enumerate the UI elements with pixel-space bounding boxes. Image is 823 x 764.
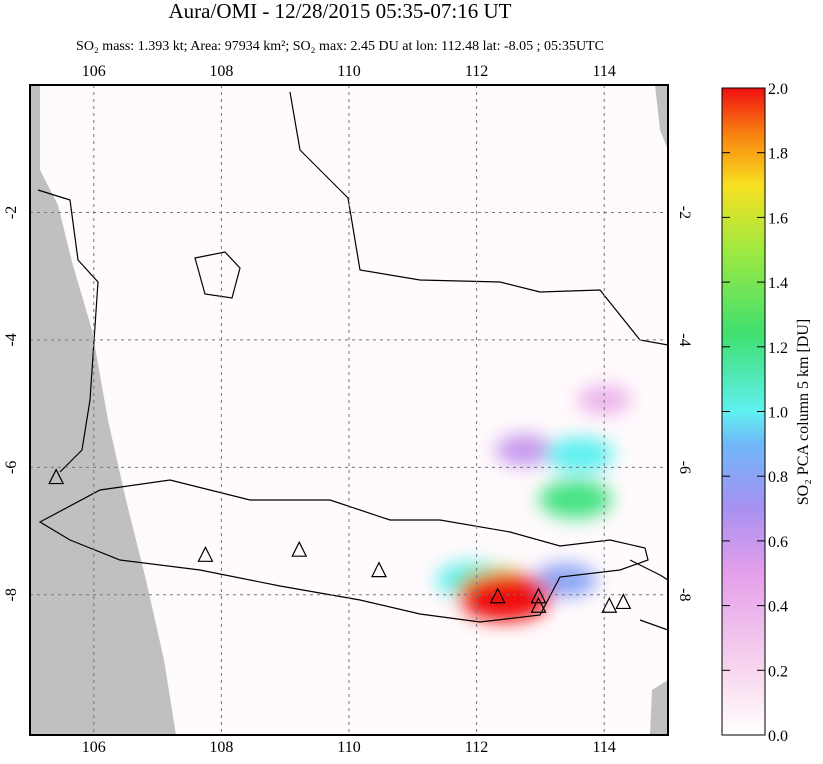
no-data-region <box>655 85 668 150</box>
colorbar-tick-label: 1.6 <box>768 210 788 227</box>
volcano <box>530 587 547 604</box>
volcano <box>530 596 547 613</box>
volcano <box>615 593 632 610</box>
so2-blob <box>545 436 614 473</box>
so2-blob <box>577 385 631 415</box>
coastline <box>289 91 668 346</box>
x-tick-label: 112 <box>465 63 488 80</box>
so2-blob <box>533 563 597 597</box>
x-tick-label: 114 <box>592 63 615 80</box>
x-tick-label: 108 <box>209 63 233 80</box>
map-frame <box>29 84 669 736</box>
y-tick-label: -2 <box>676 206 693 219</box>
x-tick-label: 106 <box>82 63 106 80</box>
coastline <box>37 189 99 473</box>
colorbar-tick-label: 0.8 <box>768 469 788 486</box>
volcano <box>48 468 65 485</box>
subtitle: SO₂ mass: 1.393 kt; Area: 97934 km²; SO₂… <box>76 39 604 54</box>
y-tick-label: -8 <box>676 588 693 601</box>
colorbar-label: SO₂ PCA column 5 km [DU] <box>795 319 812 505</box>
y-tick-label: -4 <box>676 333 693 346</box>
plume <box>436 385 631 622</box>
volcano <box>197 545 214 562</box>
no-data-region <box>650 680 668 735</box>
no-data-region <box>30 85 176 735</box>
colorbar-tick-label: 0.6 <box>768 534 788 551</box>
x-tick-label: 106 <box>82 739 106 756</box>
volcano <box>601 596 618 613</box>
coastline <box>38 479 649 623</box>
coastline <box>629 559 668 631</box>
x-tick-label: 112 <box>465 739 488 756</box>
so2-blob <box>495 434 554 466</box>
y-tick-label: -2 <box>3 206 20 219</box>
volcano <box>489 587 506 604</box>
x-tick-label: 110 <box>337 739 360 756</box>
colorbar-tick-label: 1.8 <box>768 146 788 163</box>
colorbar-tick-label: 2.0 <box>768 81 788 98</box>
y-tick-label: -4 <box>3 333 20 346</box>
so2-blob <box>539 480 612 519</box>
x-tick-label: 114 <box>592 739 615 756</box>
map <box>30 85 668 735</box>
y-tick-label: -6 <box>3 461 20 474</box>
colorbar-tick-label: 1.0 <box>768 405 788 422</box>
y-tick-label: -6 <box>676 461 693 474</box>
colorbar-tick-label: 0.4 <box>768 599 788 616</box>
colorbar-tick-label: 1.4 <box>768 275 788 292</box>
colorbar-tick-label: 1.2 <box>768 340 788 357</box>
coastline <box>194 251 241 299</box>
so2-blob <box>458 573 551 622</box>
chart-title: Aura/OMI - 12/28/2015 05:35-07:16 UT <box>169 0 512 23</box>
colorbar-tick-label: 0.2 <box>768 663 788 680</box>
x-tick-label: 110 <box>337 63 360 80</box>
volcano <box>291 540 308 557</box>
y-tick-label: -8 <box>3 588 20 601</box>
x-tick-label: 108 <box>209 739 233 756</box>
volcano <box>371 561 387 578</box>
colorbar-tick-label: 0.0 <box>768 728 788 745</box>
